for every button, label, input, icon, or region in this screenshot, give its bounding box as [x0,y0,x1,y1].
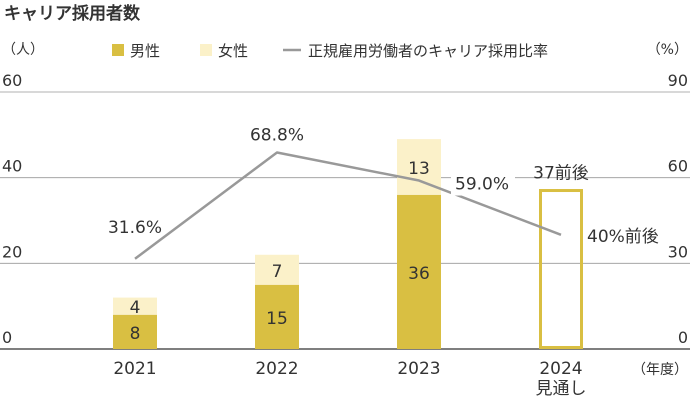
data-label-female: 13 [408,159,430,179]
ratio-line [134,151,562,260]
data-labels: 8 4 15 7 36 13 37前後 31.6% 68.8% 59.0% 40%前後 [108,126,659,344]
bar-female [113,297,157,315]
x-tick-label: 2022 [255,359,298,379]
bar-male [397,194,441,349]
y-right-tick-label: 0 [678,328,688,347]
data-label-female: 4 [130,298,141,318]
ratio-line-path [134,151,562,260]
ratio-label-bg [451,173,515,196]
gridlines [0,91,690,350]
x-axis-unit: （年度） [632,362,688,378]
x-tick-sublabel: 見通し [536,379,587,399]
x-tick-label: 2024 [539,359,582,379]
legend-swatch-female [200,44,212,56]
y-left-tick-label: 60 [2,71,22,90]
ratio-label: 59.0% [455,175,509,195]
bar-forecast [539,189,583,349]
left-axis-unit: （人） [2,42,44,58]
right-axis-unit: （%） [647,42,688,58]
legend: 男性 女性 正規雇用労働者のキャリア採用比率 [112,42,548,60]
x-tick-label: 2021 [113,359,156,379]
ratio-label: 40%前後 [587,227,659,247]
data-label-male: 36 [408,264,430,284]
legend-label-female: 女性 [218,42,248,60]
y-left-tick-label: 0 [2,328,12,347]
y-left-tick-label: 40 [2,157,22,176]
y-right-tick-label: 60 [668,157,688,176]
data-label-male: 15 [266,309,288,329]
legend-label-ratio: 正規雇用労働者のキャリア採用比率 [308,42,548,60]
chart-title: キャリア採用者数 [4,3,141,24]
x-tick-label: 2023 [397,359,440,379]
data-label-forecast: 37前後 [533,164,589,184]
data-label-female: 7 [272,262,283,282]
legend-label-male: 男性 [130,42,160,60]
y-right-tick-label: 90 [668,71,688,90]
y-right-tick-label: 30 [668,242,688,261]
legend-swatch-male [112,44,124,56]
bar-female [255,254,299,285]
ratio-label: 68.8% [250,126,304,146]
bar-male [113,314,157,349]
bars [113,139,583,349]
data-label-male: 8 [130,324,141,344]
bar-male [255,284,299,349]
y-left-tick-label: 20 [2,242,22,261]
ratio-label: 31.6% [108,218,162,238]
